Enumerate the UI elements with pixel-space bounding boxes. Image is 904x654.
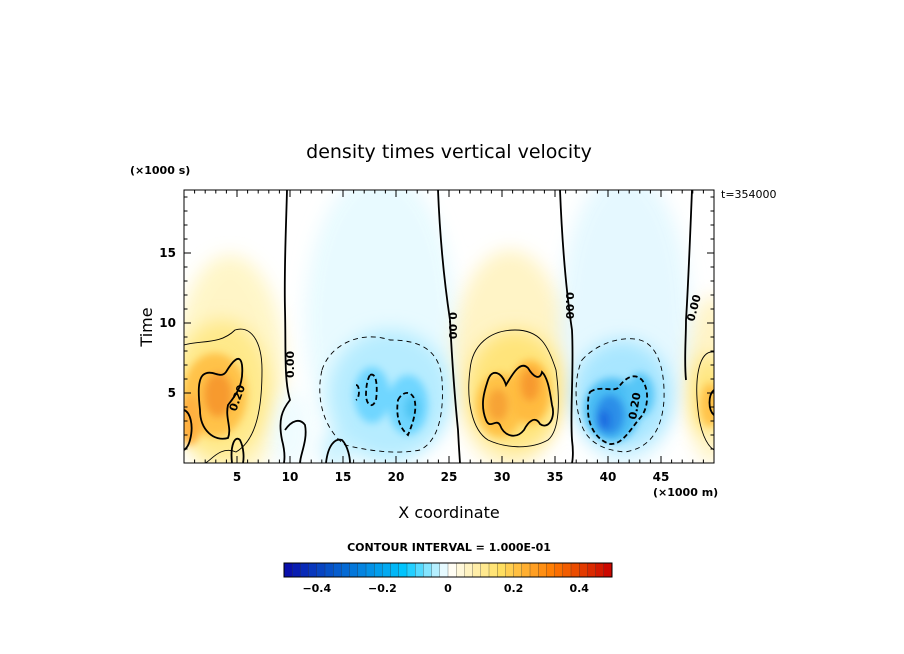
colorbar-swatch	[554, 562, 564, 578]
colorbar-swatch	[398, 562, 408, 578]
x-axis: 5 10 15 20 25 30 35 40 45	[194, 190, 704, 484]
colorbar-swatch	[365, 562, 375, 578]
colorbar-swatch	[456, 562, 465, 578]
colorbar-swatch	[546, 562, 556, 578]
colorbar-swatch	[324, 562, 334, 578]
y-tick-label: 15	[159, 246, 176, 260]
x-tick-label: 5	[233, 470, 241, 484]
colorbar-swatch	[603, 562, 613, 578]
y-axis-label: Time	[137, 307, 156, 347]
colorbar-swatch	[357, 562, 367, 578]
colorbar-tick-label: −0.2	[368, 582, 397, 595]
colorbar-swatch	[488, 562, 498, 578]
colorbar-tick-label: 0.2	[504, 582, 524, 595]
colorbar-swatch	[374, 562, 383, 578]
colorbar-swatch	[521, 562, 531, 578]
colorbar-swatch	[447, 562, 457, 578]
x-tick-label: 35	[547, 470, 564, 484]
y-tick-label: 10	[159, 316, 176, 330]
y-unit-label: (×1000 s)	[130, 164, 190, 177]
colorbar-frame	[283, 562, 613, 578]
x-tick-label: 45	[653, 470, 670, 484]
colorbar-swatch	[562, 562, 572, 578]
contour-label: 0.00	[563, 292, 576, 319]
colorbar-swatch	[390, 562, 400, 578]
contour-label: 0.20	[626, 391, 644, 420]
y-tick-label: 5	[168, 386, 176, 400]
colorbar-swatch	[382, 562, 392, 578]
colorbar-swatch	[480, 562, 490, 578]
colorbar-swatch	[292, 562, 301, 578]
colorbar-swatch	[587, 562, 597, 578]
colorbar-tick-label: −0.4	[302, 582, 331, 595]
colorbar	[283, 562, 613, 578]
colorbar-swatch	[333, 562, 342, 578]
x-tick-label: 25	[441, 470, 458, 484]
colorbar-swatch	[316, 562, 326, 578]
x-tick-label: 30	[494, 470, 511, 484]
y-axis: 5 10 15	[159, 196, 714, 450]
colorbar-swatch	[570, 562, 580, 578]
chart-title: density times vertical velocity	[306, 141, 592, 163]
colorbar-swatch	[595, 562, 605, 578]
x-tick-label: 40	[600, 470, 617, 484]
colorbar-tick-label: 0.4	[569, 582, 589, 595]
x-tick-label: 20	[388, 470, 405, 484]
colorbar-swatch	[538, 562, 547, 578]
colorbar-swatch	[505, 562, 515, 578]
contour-interval-label: CONTOUR INTERVAL = 1.000E-01	[347, 541, 551, 554]
colorbar-swatch	[431, 562, 441, 578]
colorbar-tick-label: 0	[444, 582, 452, 595]
colorbar-swatch	[472, 562, 482, 578]
colorbar-swatch	[406, 562, 416, 578]
colorbar-swatch	[464, 562, 474, 578]
field-shading: 0.20 0.00 0.00 0.00 0.00 0.20	[184, 190, 714, 463]
colorbar-swatch	[308, 562, 318, 578]
colorbar-swatch	[579, 562, 588, 578]
colorbar-swatch	[529, 562, 539, 578]
colorbar-swatch	[349, 562, 359, 578]
x-tick-label: 15	[335, 470, 352, 484]
colorbar-swatch	[423, 562, 433, 578]
colorbar-swatch	[300, 562, 310, 578]
colorbar-swatch	[341, 562, 351, 578]
contour-label: 0.00	[284, 351, 297, 378]
contour-label: 0.00	[446, 312, 459, 339]
x-tick-label: 10	[282, 470, 299, 484]
colorbar-swatch	[283, 562, 293, 578]
colorbar-ticks: −0.4 −0.2 0 0.2 0.4	[302, 582, 589, 595]
colorbar-swatch	[497, 562, 506, 578]
x-axis-label: X coordinate	[398, 503, 499, 522]
x-unit-label: (×1000 m)	[653, 486, 718, 499]
time-annotation: t=354000	[721, 188, 777, 201]
colorbar-swatch	[439, 562, 449, 578]
colorbar-swatch	[513, 562, 523, 578]
colorbar-swatch	[415, 562, 424, 578]
